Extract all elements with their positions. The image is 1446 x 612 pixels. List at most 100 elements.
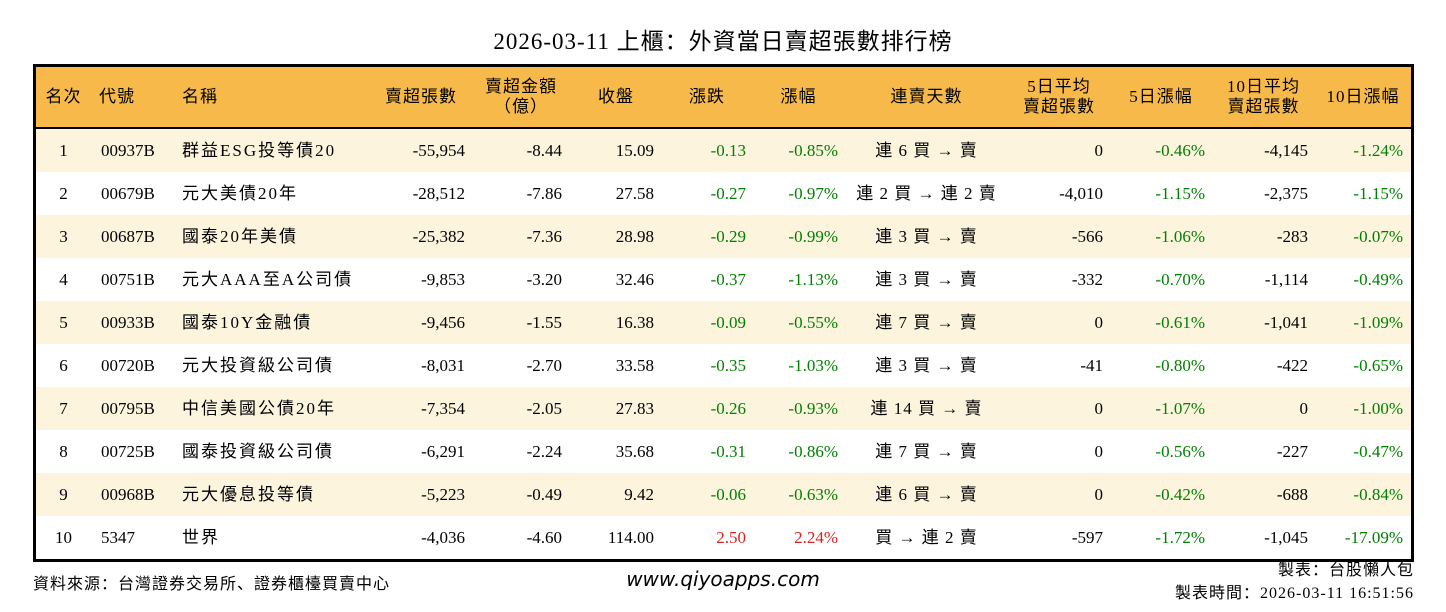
cell-code: 00725B — [101, 441, 155, 461]
cell-pct10: -0.07% — [1353, 226, 1403, 246]
cell-code: 00937B — [101, 140, 155, 160]
table-row: 3 00687B 國泰20年美債 -25,382 -7.36 28.98 -0.29 -0.9… — [36, 215, 1411, 258]
column-header-line: 漲幅 — [780, 87, 817, 106]
cell-avg5-sell: -332 — [1071, 269, 1103, 289]
cell-code: 5347 — [101, 527, 135, 547]
column-header-line: 賣超張數 — [385, 87, 457, 106]
cell-pct10: -17.09% — [1344, 527, 1403, 547]
cell-change-pct: -1.03% — [788, 355, 838, 375]
table-row: 8 00725B 國泰投資級公司債 -6,291 -2.24 35.68 -0.31 -0.8… — [36, 430, 1411, 473]
cell-pct5: -0.61% — [1155, 312, 1205, 332]
cell-change-pct: -0.93% — [788, 398, 838, 418]
cell-avg10-sell: -1,045 — [1264, 527, 1308, 547]
column-header-avg5-sell: 5日平均 賣超張數 — [1008, 77, 1110, 117]
cell-avg10-sell: 0 — [1299, 398, 1309, 418]
column-header-line: 漲跌 — [689, 87, 725, 106]
cell-avg5-sell: 0 — [1094, 484, 1104, 504]
cell-streak: 連 6 買 → 賣 — [875, 140, 978, 160]
cell-sell-amount: -7.36 — [526, 226, 562, 246]
column-header-code: 代號 — [91, 87, 175, 107]
cell-pct5: -1.72% — [1155, 527, 1205, 547]
cell-avg5-sell: -566 — [1071, 226, 1103, 246]
cell-pct10: -0.47% — [1353, 441, 1403, 461]
cell-sell-volume: -9,853 — [421, 269, 465, 289]
cell-avg10-sell: -1,041 — [1264, 312, 1308, 332]
cell-pct5: -0.70% — [1155, 269, 1205, 289]
cell-change: -0.27 — [710, 183, 746, 203]
cell-avg5-sell: 0 — [1094, 140, 1104, 160]
column-header-line: 收盤 — [598, 87, 634, 106]
cell-sell-amount: -1.55 — [526, 312, 562, 332]
report-credits: 製表：台股懶人包 製表時間：2026-03-11 16:51:56 — [1175, 559, 1414, 605]
column-header-line: 賣超金額 — [485, 77, 557, 96]
column-header-line: （億） — [494, 97, 548, 116]
cell-streak: 連 6 買 → 賣 — [875, 484, 978, 504]
cell-avg5-sell: 0 — [1094, 398, 1104, 418]
cell-avg10-sell: -1,114 — [1264, 269, 1308, 289]
cell-change-pct: -0.63% — [788, 484, 838, 504]
cell-rank: 5 — [59, 312, 68, 332]
cell-rank: 9 — [59, 484, 68, 504]
cell-sell-amount: -8.44 — [526, 140, 562, 160]
table-row: 9 00968B 元大優息投等債 -5,223 -0.49 9.42 -0.06 -0.63%… — [36, 473, 1411, 516]
cell-close: 35.68 — [615, 441, 654, 461]
column-header-streak: 連賣天數 — [845, 87, 1008, 107]
cell-avg10-sell: -688 — [1276, 484, 1308, 504]
cell-name: 元大美債20年 — [182, 183, 298, 203]
table-row: 5 00933B 國泰10Y金融債 -9,456 -1.55 16.38 -0.09 -0.5… — [36, 301, 1411, 344]
cell-change: 2.50 — [716, 527, 746, 547]
column-header-line: 10日平均 — [1227, 77, 1300, 96]
cell-pct5: -0.80% — [1155, 355, 1205, 375]
cell-change-pct: -0.85% — [788, 140, 838, 160]
cell-code: 00751B — [101, 269, 155, 289]
cell-sell-volume: -6,291 — [421, 441, 465, 461]
column-header-line: 賣超張數 — [1227, 97, 1300, 116]
cell-avg5-sell: 0 — [1094, 441, 1104, 461]
cell-sell-volume: -28,512 — [412, 183, 465, 203]
cell-close: 15.09 — [615, 140, 654, 160]
table-row: 6 00720B 元大投資級公司債 -8,031 -2.70 33.58 -0.35 -1.0… — [36, 344, 1411, 387]
column-header-change: 漲跌 — [662, 87, 752, 107]
cell-avg5-sell: 0 — [1094, 312, 1104, 332]
cell-change: -0.37 — [710, 269, 746, 289]
cell-change-pct: -0.97% — [788, 183, 838, 203]
cell-avg10-sell: -227 — [1276, 441, 1308, 461]
cell-change: -0.09 — [710, 312, 746, 332]
cell-pct10: -0.49% — [1353, 269, 1403, 289]
cell-close: 27.83 — [615, 398, 654, 418]
cell-close: 33.58 — [615, 355, 654, 375]
cell-change-pct: -0.55% — [788, 312, 838, 332]
cell-pct10: -0.65% — [1353, 355, 1403, 375]
cell-rank: 2 — [59, 183, 68, 203]
cell-name: 中信美國公債20年 — [182, 398, 336, 418]
cell-pct5: -0.42% — [1155, 484, 1205, 504]
cell-streak: 連 3 買 → 賣 — [875, 226, 978, 246]
cell-code: 00968B — [101, 484, 155, 504]
cell-change: -0.26 — [710, 398, 746, 418]
cell-sell-volume: -25,382 — [412, 226, 465, 246]
cell-rank: 3 — [59, 226, 68, 246]
cell-code: 00795B — [101, 398, 155, 418]
cell-sell-volume: -8,031 — [421, 355, 465, 375]
column-header-line: 5日漲幅 — [1129, 87, 1193, 106]
cell-pct5: -0.46% — [1155, 140, 1205, 160]
cell-avg5-sell: -597 — [1071, 527, 1103, 547]
cell-close: 27.58 — [615, 183, 654, 203]
website-url: www.qiyoapps.com — [626, 567, 820, 591]
cell-change: -0.06 — [710, 484, 746, 504]
cell-pct10: -1.00% — [1353, 398, 1403, 418]
cell-sell-volume: -5,223 — [421, 484, 465, 504]
table-header-row: 名次 代號 名稱 賣超張數 賣超金額 （億） 收盤 漲跌 漲幅 連賣天數 5日平均 賣超張數 5日漲幅 1… — [36, 67, 1411, 129]
cell-streak: 連 7 買 → 賣 — [875, 441, 978, 461]
column-header-line: 連賣天數 — [890, 87, 963, 106]
cell-pct10: -1.09% — [1353, 312, 1403, 332]
cell-rank: 10 — [55, 527, 72, 547]
column-header-pct5: 5日漲幅 — [1110, 87, 1212, 107]
table-row: 4 00751B 元大AAA至A公司債 -9,853 -3.20 32.46 -0.37 -1… — [36, 258, 1411, 301]
cell-change-pct: -1.13% — [788, 269, 838, 289]
cell-change: -0.31 — [710, 441, 746, 461]
cell-change: -0.29 — [710, 226, 746, 246]
cell-avg10-sell: -2,375 — [1264, 183, 1308, 203]
cell-name: 國泰20年美債 — [182, 226, 298, 246]
